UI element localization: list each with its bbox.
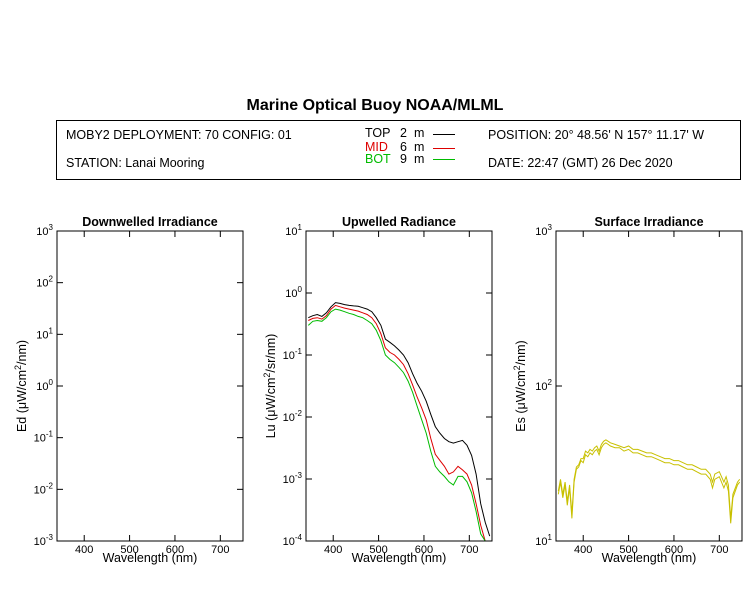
upwelled-radiance-title: Upwelled Radiance bbox=[342, 215, 456, 229]
downwelled-irradiance-xlabel: Wavelength (nm) bbox=[103, 551, 198, 565]
downwelled-irradiance-ytick-label--1: 10-1 bbox=[34, 430, 54, 445]
surface-irradiance-ytick-label-3: 103 bbox=[535, 223, 552, 238]
downwelled-irradiance-ytick-label--3: 10-3 bbox=[34, 533, 54, 548]
upwelled-radiance-ytick-label--4: 10-4 bbox=[283, 533, 303, 548]
legend-top-line bbox=[433, 134, 455, 135]
downwelled-irradiance-xtick-label-700: 700 bbox=[211, 544, 229, 556]
upwelled-radiance-xtick-label-500: 500 bbox=[369, 544, 387, 556]
downwelled-irradiance-ylabel: Ed (μW/cm2/nm) bbox=[13, 340, 29, 432]
surface-irradiance-frame bbox=[555, 230, 743, 542]
surface-irradiance-ytick-label-2: 102 bbox=[535, 378, 552, 393]
surface-irradiance-xtick-label-400: 400 bbox=[574, 544, 592, 556]
downwelled-irradiance-ytick-label--2: 10-2 bbox=[34, 481, 54, 496]
station-text: STATION: Lanai Mooring bbox=[66, 156, 205, 170]
downwelled-irradiance-frame bbox=[56, 230, 244, 542]
legend-mid-unit: m bbox=[414, 140, 425, 154]
surface-irradiance-xlabel: Wavelength (nm) bbox=[602, 551, 697, 565]
upwelled-radiance-series-top bbox=[308, 302, 491, 537]
upwelled-radiance-ytick-label--1: 10-1 bbox=[283, 347, 303, 362]
upwelled-radiance-ytick-label-0: 100 bbox=[285, 285, 302, 300]
legend-mid-line bbox=[433, 148, 455, 149]
downwelled-irradiance-ytick-label-0: 100 bbox=[36, 378, 53, 393]
upwelled-radiance-xtick-label-700: 700 bbox=[460, 544, 478, 556]
surface-irradiance-title: Surface Irradiance bbox=[594, 215, 703, 229]
legend-top-name: TOP bbox=[365, 126, 391, 140]
upwelled-radiance-frame bbox=[305, 230, 493, 542]
downwelled-irradiance-xtick-label-500: 500 bbox=[120, 544, 138, 556]
main-title: Marine Optical Buoy NOAA/MLML bbox=[246, 97, 504, 114]
legend-top-unit: m bbox=[414, 126, 425, 140]
legend-bot-unit: m bbox=[414, 152, 425, 166]
surface-irradiance-xtick-label-700: 700 bbox=[710, 544, 728, 556]
downwelled-irradiance-ytick-label-2: 102 bbox=[36, 275, 53, 290]
surface-irradiance-ylabel: Es (μW/cm2/nm) bbox=[512, 340, 528, 431]
surface-irradiance-series-es bbox=[557, 442, 741, 524]
position-text: POSITION: 20° 48.56' N 157° 11.17' W bbox=[488, 128, 705, 142]
legend-bot-line bbox=[433, 159, 455, 160]
legend-top-depth: 2 bbox=[400, 126, 407, 140]
surface-irradiance-xtick-label-600: 600 bbox=[665, 544, 683, 556]
upwelled-radiance-xtick-label-400: 400 bbox=[324, 544, 342, 556]
legend-bot-name: BOT bbox=[365, 152, 391, 166]
upwelled-radiance-ytick-label-1: 101 bbox=[285, 223, 302, 238]
legend-mid-name: MID bbox=[365, 140, 388, 154]
surface-irradiance-ytick-label-1: 101 bbox=[535, 533, 552, 548]
upwelled-radiance-series-mid bbox=[308, 304, 490, 541]
date-text: DATE: 22:47 (GMT) 26 Dec 2020 bbox=[488, 156, 673, 170]
upwelled-radiance-xlabel: Wavelength (nm) bbox=[352, 551, 447, 565]
downwelled-irradiance-xtick-label-600: 600 bbox=[166, 544, 184, 556]
surface-irradiance-xtick-label-500: 500 bbox=[619, 544, 637, 556]
downwelled-irradiance-ytick-label-3: 103 bbox=[36, 223, 53, 238]
info-box: MOBY2 DEPLOYMENT: 70 CONFIG: 01 STATION:… bbox=[56, 120, 741, 180]
deployment-text: MOBY2 DEPLOYMENT: 70 CONFIG: 01 bbox=[66, 128, 292, 142]
surface-irradiance-series-es2 bbox=[557, 439, 741, 519]
legend-bot-depth: 9 bbox=[400, 152, 407, 166]
upwelled-radiance-series-bot bbox=[307, 308, 490, 541]
upwelled-radiance-ytick-label--3: 10-3 bbox=[283, 471, 303, 486]
downwelled-irradiance-title: Downwelled Irradiance bbox=[82, 215, 218, 229]
upwelled-radiance-xtick-label-600: 600 bbox=[415, 544, 433, 556]
downwelled-irradiance-ytick-label-1: 101 bbox=[36, 326, 53, 341]
legend-mid-depth: 6 bbox=[400, 140, 407, 154]
upwelled-radiance-ytick-label--2: 10-2 bbox=[283, 409, 303, 424]
upwelled-radiance-ylabel: Lu (μW/cm2/sr/nm) bbox=[262, 334, 278, 439]
downwelled-irradiance-xtick-label-400: 400 bbox=[75, 544, 93, 556]
